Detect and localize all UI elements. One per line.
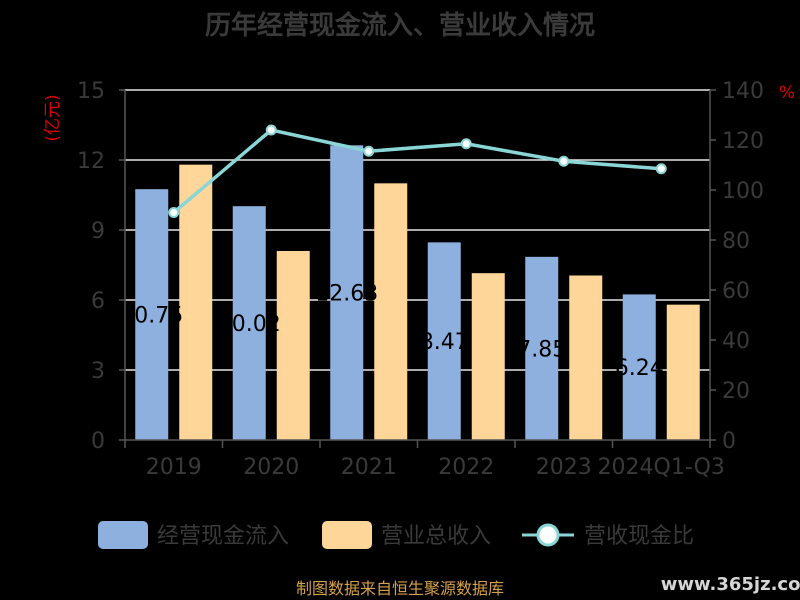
x-category-label: 2024Q1-Q3 (598, 455, 725, 480)
right-tick-label: 40 (722, 329, 750, 354)
bar-cash-inflow (622, 294, 656, 440)
x-axis-categories: 2019 2020 2021 2022 2023 2024Q1-Q3 (146, 455, 725, 480)
gridlines (125, 89, 710, 371)
right-axis-ticks: 0 20 40 60 80 100 120 140 (722, 79, 764, 454)
bar-cash-inflow (427, 242, 461, 440)
bar-cash-inflow (135, 189, 169, 440)
bar-revenue (374, 183, 408, 441)
left-axis-unit: (亿元) (43, 94, 63, 141)
bar-revenue (276, 251, 310, 440)
right-tick-label: 60 (722, 279, 750, 304)
legend-label-ratio: 营收现金比 (584, 524, 694, 549)
left-tick-label: 0 (91, 429, 105, 454)
right-tick-label: 100 (722, 179, 764, 204)
x-category-label: 2019 (146, 455, 202, 480)
legend-swatch-revenue (322, 521, 372, 549)
left-tick-label: 12 (77, 149, 105, 174)
ratio-point (168, 207, 180, 218)
bar-cash-inflow (330, 145, 364, 441)
ratio-point (363, 145, 375, 157)
x-category-label: 2021 (341, 455, 397, 480)
bar-revenue (471, 273, 505, 440)
legend-label-cash-inflow: 经营现金流入 (157, 524, 289, 549)
chart-title: 历年经营现金流入、营业收入情况 (205, 10, 595, 41)
x-category-label: 2020 (243, 455, 299, 480)
left-tick-label: 3 (91, 359, 105, 384)
bar-cash-inflow (525, 256, 559, 440)
bar-cash-inflow (232, 206, 266, 440)
bar-revenue (666, 304, 700, 440)
ratio-point (558, 155, 570, 167)
bar-data-label: 6.24 (615, 356, 664, 381)
ratio-point (460, 138, 472, 150)
ratio-line-path (172, 128, 662, 214)
bar-data-label: 7.85 (517, 337, 566, 362)
right-tick-label: 120 (722, 129, 764, 154)
watermark: www.365jz.com (661, 574, 800, 595)
bar-revenue (179, 164, 213, 440)
x-axis (119, 89, 716, 448)
right-tick-label: 140 (722, 79, 764, 104)
bar-data-label: 10.75 (120, 304, 183, 329)
source-note: 制图数据来自恒生聚源数据库 (296, 579, 504, 598)
legend-swatch-cash-inflow (98, 521, 148, 549)
x-category-label: 2023 (536, 455, 592, 480)
x-category-label: 2022 (438, 455, 494, 480)
legend: 经营现金流入 营业总收入 营收现金比 (98, 521, 694, 549)
left-tick-label: 15 (77, 79, 105, 104)
bar-data-label: 12.63 (315, 282, 378, 307)
left-tick-label: 9 (91, 219, 105, 244)
left-axis-ticks: 0 3 6 9 12 15 (77, 79, 105, 454)
bar-data-labels: 10.75 10.02 12.63 8.47 7.85 6.24 (120, 282, 663, 382)
right-tick-label: 20 (722, 379, 750, 404)
bars (135, 145, 700, 441)
bar-data-label: 8.47 (420, 330, 469, 355)
legend-marker-ratio (536, 523, 560, 547)
ratio-point (655, 163, 667, 175)
left-tick-label: 6 (91, 289, 105, 314)
right-tick-label: 80 (722, 229, 750, 254)
bar-data-label: 10.02 (218, 312, 281, 337)
right-axis-unit: % (779, 83, 795, 103)
bar-revenue (569, 275, 603, 440)
ratio-point (265, 124, 277, 136)
legend-label-revenue: 营业总收入 (381, 524, 491, 549)
ratio-line (168, 124, 667, 218)
right-tick-label: 0 (722, 429, 736, 454)
